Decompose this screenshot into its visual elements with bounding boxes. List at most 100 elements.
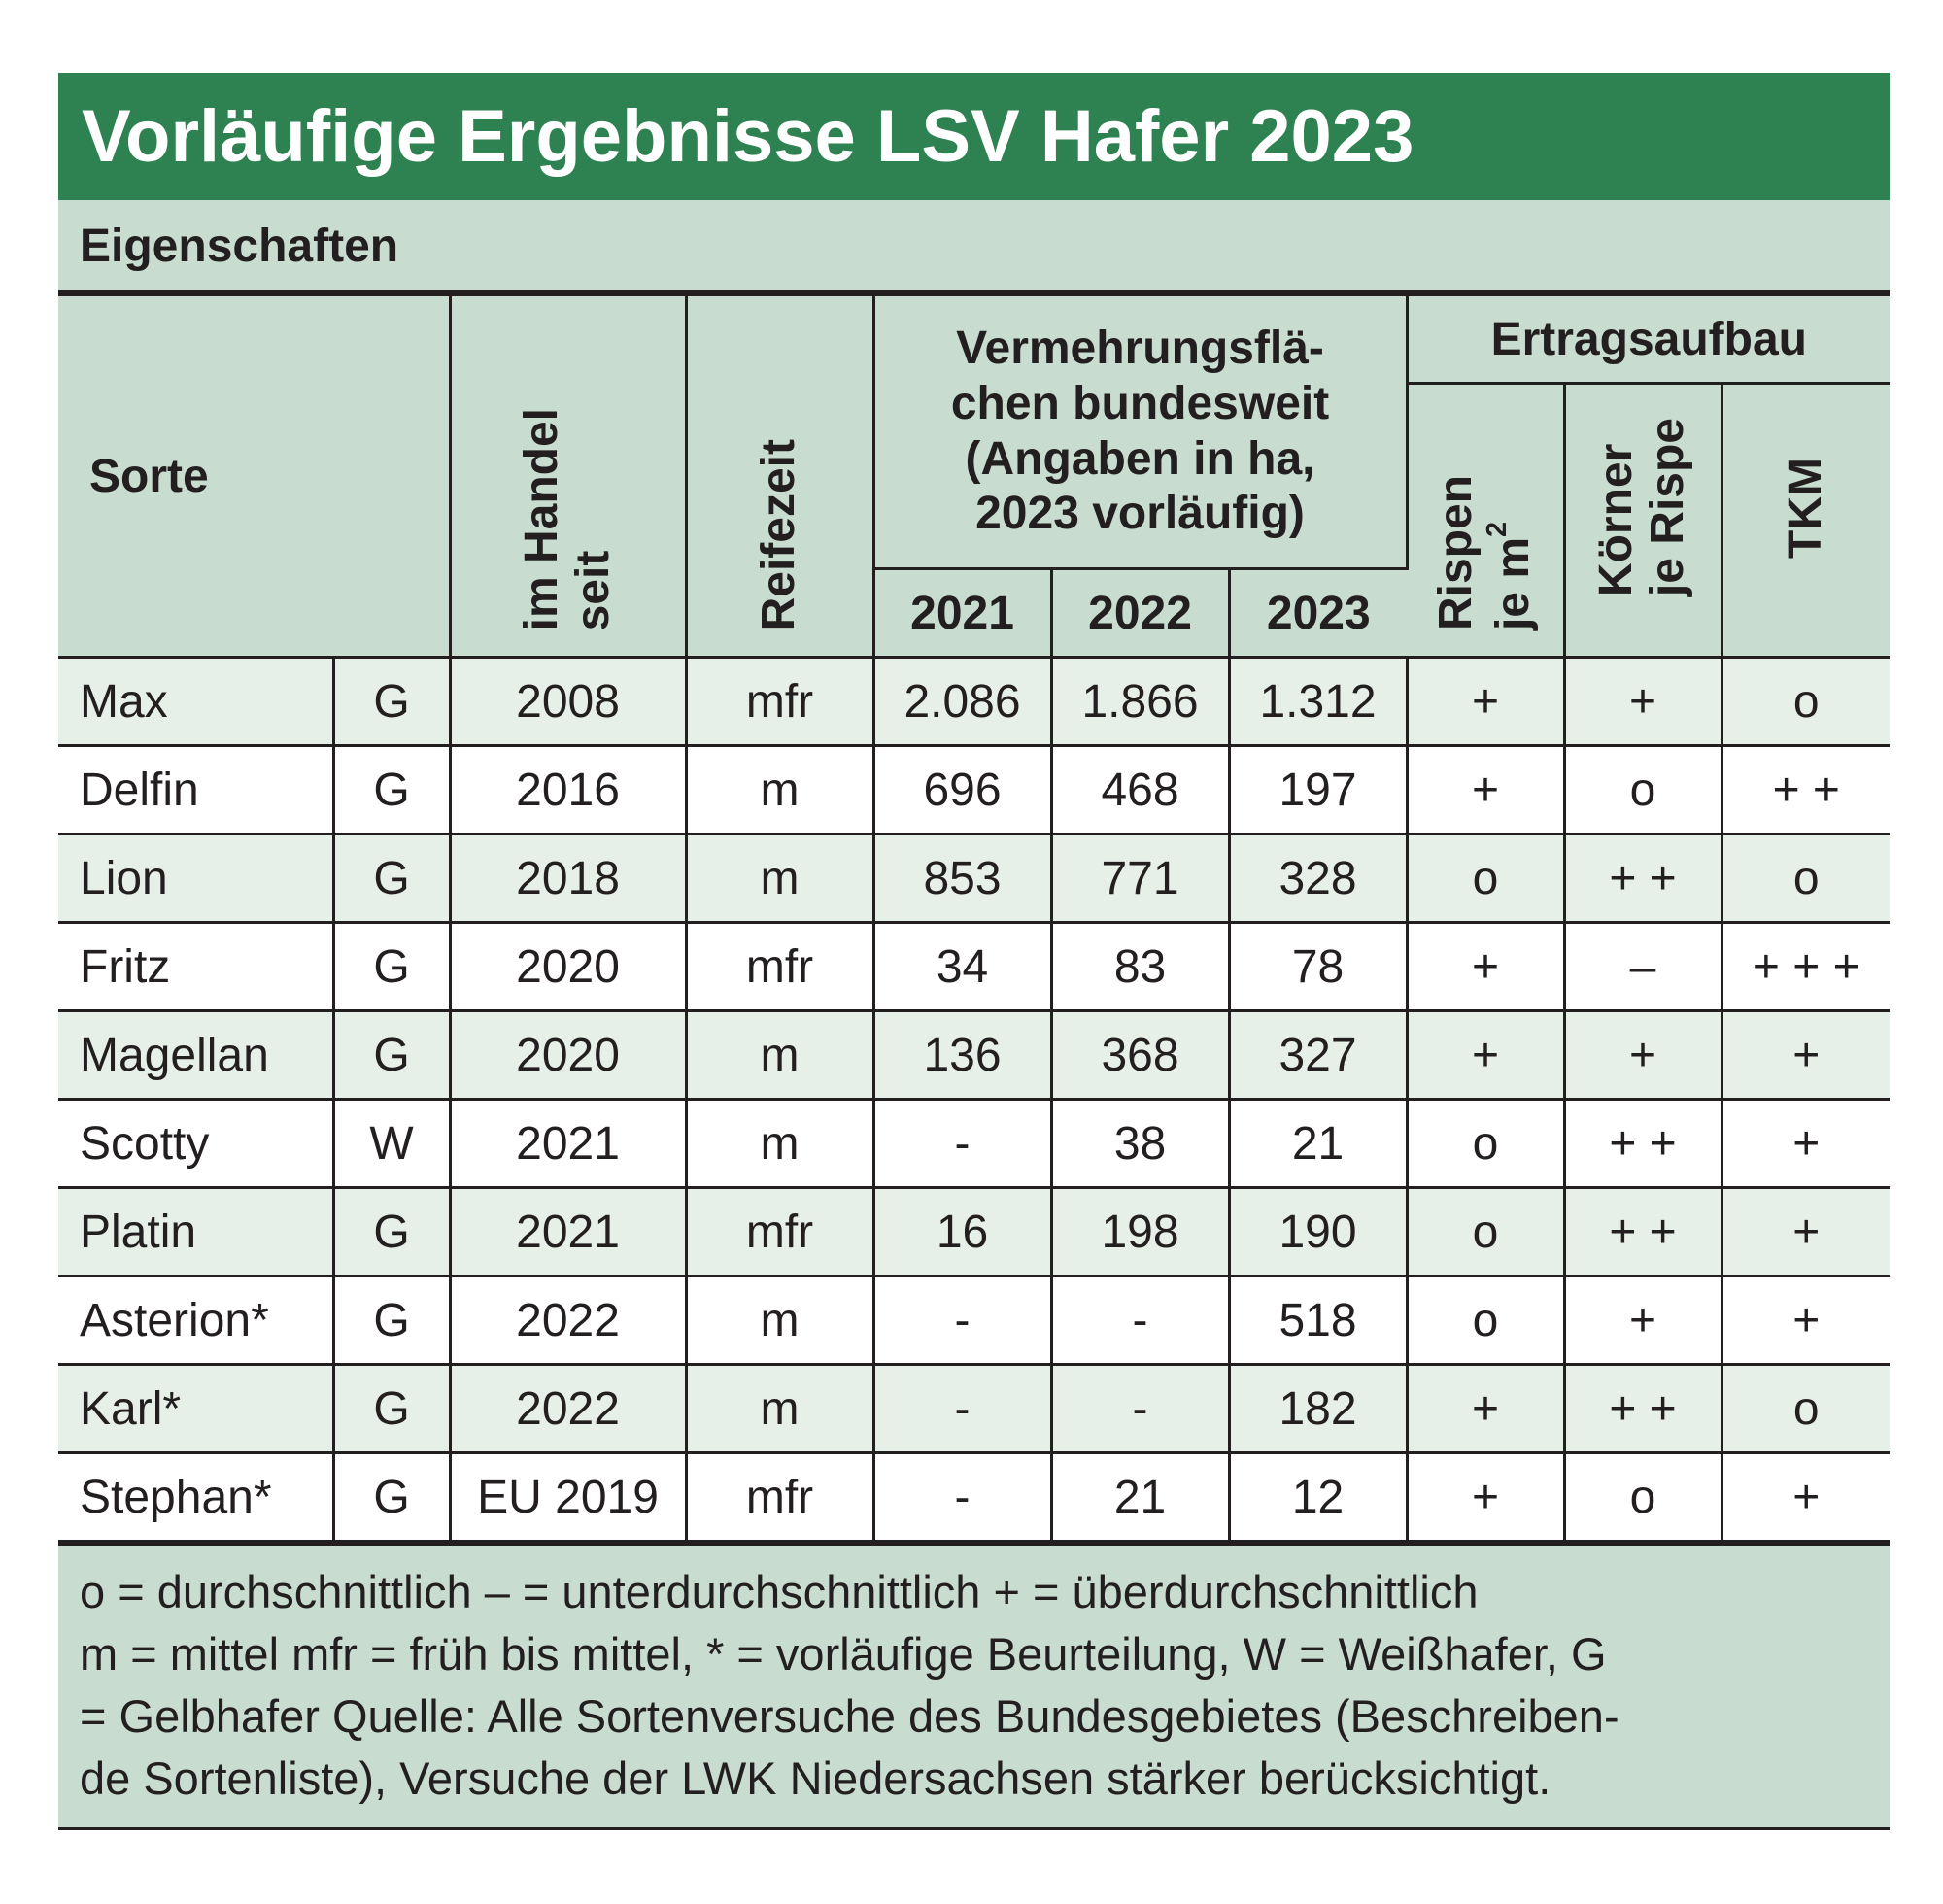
cell-flaeche-2022: 1.866 (1049, 656, 1231, 747)
cell-flaeche-2021: - (871, 1098, 1053, 1189)
cell-flaeche-2022: 368 (1049, 1009, 1231, 1101)
header-koerner: Körner je Rispe (1562, 382, 1723, 659)
cell-flaeche-2022: 468 (1049, 744, 1231, 835)
header-rispen: Rispen je m2 (1407, 382, 1566, 659)
cell-flaeche-2023: 78 (1227, 921, 1409, 1012)
cell-flaeche-2021: 853 (871, 833, 1053, 924)
header-tkm: TKM (1720, 382, 1891, 659)
cell-flaeche-2023: 12 (1227, 1451, 1409, 1543)
cell-flaeche-2021: 16 (871, 1186, 1053, 1277)
cell-koerner: + + (1562, 833, 1723, 924)
legend-line: = Gelbhafer Quelle: Alle Sortenversuche … (80, 1690, 1619, 1742)
cell-sorte: Lion (58, 833, 335, 924)
table-row: Asterion* G 2022 m - -518 o + + (58, 1275, 1891, 1366)
cell-rispen: + (1405, 744, 1566, 835)
cell-handel-seit: 2020 (448, 1009, 688, 1101)
cell-handel-seit: EU 2019 (448, 1451, 688, 1543)
cell-sorte: Fritz (58, 921, 335, 1012)
table-row: Fritz G 2020 mfr 34 83 78 + – + + + (58, 921, 1891, 1012)
results-card: Vorläufige Ergebnisse LSV Hafer 2023 Eig… (58, 73, 1891, 1830)
cell-sorte: Platin (58, 1186, 335, 1277)
header-vermehrung: Vermehrungsflä- chen bundesweit (Angaben… (871, 293, 1409, 570)
header-tkm-text: TKM (1779, 457, 1831, 559)
header-year-2023: 2023 (1227, 567, 1408, 659)
cell-flaeche-2021: 2.086 (871, 656, 1053, 747)
legend-line: m = mittel mfr = früh bis mittel, * = vo… (80, 1628, 1607, 1680)
cell-handel-seit: 2018 (448, 833, 688, 924)
header-handel: im Handel seit (448, 293, 688, 659)
cell-tkm: + (1720, 1451, 1891, 1543)
cell-flaeche-2022: 771 (1049, 833, 1231, 924)
cell-handel-seit: 2021 (448, 1186, 688, 1277)
cell-typ: W (331, 1098, 452, 1189)
cell-flaeche-2023: 190 (1227, 1186, 1409, 1277)
cell-rispen: + (1405, 921, 1566, 1012)
table-row: Stephan* G EU 2019 mfr -21 12 + o + (58, 1451, 1891, 1543)
cell-typ: G (331, 833, 452, 924)
cell-reifezeit: mfr (684, 656, 875, 747)
cell-typ: G (331, 1363, 452, 1454)
cell-koerner: o (1562, 744, 1723, 835)
header-rispen-line1: Rispen (1430, 474, 1483, 630)
table-row: Lion G 2018 m 853 771 328 o + + o (58, 833, 1891, 924)
header-year-2021: 2021 (873, 567, 1053, 659)
cell-tkm: + + + (1720, 921, 1891, 1012)
cell-flaeche-2023: 21 (1227, 1098, 1409, 1189)
cell-flaeche-2021: - (871, 1451, 1053, 1543)
cell-reifezeit: m (684, 744, 875, 835)
cell-flaeche-2022: 83 (1049, 921, 1231, 1012)
cell-sorte: Delfin (58, 744, 335, 835)
cell-flaeche-2021: 696 (871, 744, 1053, 835)
cell-koerner: + + (1562, 1363, 1723, 1454)
cell-sorte: Scotty (58, 1098, 335, 1189)
cell-sorte: Karl* (58, 1363, 335, 1454)
cell-handel-seit: 2020 (448, 921, 688, 1012)
cell-flaeche-2023: 518 (1227, 1275, 1409, 1366)
header-ertragsaufbau: Ertragsaufbau (1405, 293, 1891, 385)
cell-handel-seit: 2016 (448, 744, 688, 835)
legend-line: de Sortenliste), Versuche der LWK Nieder… (80, 1752, 1551, 1804)
legend-footer: o = durchschnittlich – = unterdurchschni… (58, 1543, 1890, 1830)
cell-koerner: + (1562, 656, 1723, 747)
header-rispen-text: Rispen je m2 (1430, 474, 1540, 630)
cell-typ: G (331, 744, 452, 835)
cell-flaeche-2023: 182 (1227, 1363, 1409, 1454)
cell-sorte: Asterion* (58, 1275, 335, 1366)
header-reifezeit-text: Reifezeit (753, 438, 805, 630)
cell-rispen: + (1405, 1363, 1566, 1454)
table-header: Sorte im Handel seit Reifezeit Vermehrun… (58, 293, 1891, 659)
header-rispen-line2: je m (1487, 536, 1540, 630)
cell-sorte: Magellan (58, 1009, 335, 1101)
cell-flaeche-2022: 21 (1049, 1451, 1231, 1543)
table-body: Max G 2008 mfr 2.086 1.866 1.312 + + o Delfin G 2016… (58, 656, 1891, 1543)
results-table: Sorte im Handel seit Reifezeit Vermehrun… (58, 293, 1891, 1543)
cell-reifezeit: m (684, 1363, 875, 1454)
cell-tkm: o (1720, 656, 1891, 747)
cell-koerner: – (1562, 921, 1723, 1012)
cell-sorte: Stephan* (58, 1451, 335, 1543)
cell-tkm: + (1720, 1275, 1891, 1366)
cell-typ: G (331, 1275, 452, 1366)
cell-handel-seit: 2022 (448, 1363, 688, 1454)
page-title: Vorläufige Ergebnisse LSV Hafer 2023 (58, 73, 1890, 200)
cell-flaeche-2021: 136 (871, 1009, 1053, 1101)
cell-flaeche-2022: - (1049, 1275, 1231, 1366)
cell-tkm: o (1720, 833, 1891, 924)
cell-reifezeit: m (684, 833, 875, 924)
cell-flaeche-2021: - (871, 1363, 1053, 1454)
cell-typ: G (331, 1451, 452, 1543)
section-subtitle: Eigenschaften (58, 200, 1890, 293)
cell-flaeche-2023: 328 (1227, 833, 1409, 924)
cell-flaeche-2021: - (871, 1275, 1053, 1366)
table-row: Max G 2008 mfr 2.086 1.866 1.312 + + o (58, 656, 1891, 747)
cell-flaeche-2023: 197 (1227, 744, 1409, 835)
cell-reifezeit: mfr (684, 921, 875, 1012)
cell-handel-seit: 2022 (448, 1275, 688, 1366)
cell-tkm: + (1720, 1009, 1891, 1101)
header-koerner-text: Körner je Rispe (1590, 418, 1694, 597)
cell-rispen: o (1405, 1186, 1566, 1277)
cell-flaeche-2022: - (1049, 1363, 1231, 1454)
cell-koerner: + + (1562, 1098, 1723, 1189)
cell-reifezeit: m (684, 1009, 875, 1101)
cell-flaeche-2021: 34 (871, 921, 1053, 1012)
